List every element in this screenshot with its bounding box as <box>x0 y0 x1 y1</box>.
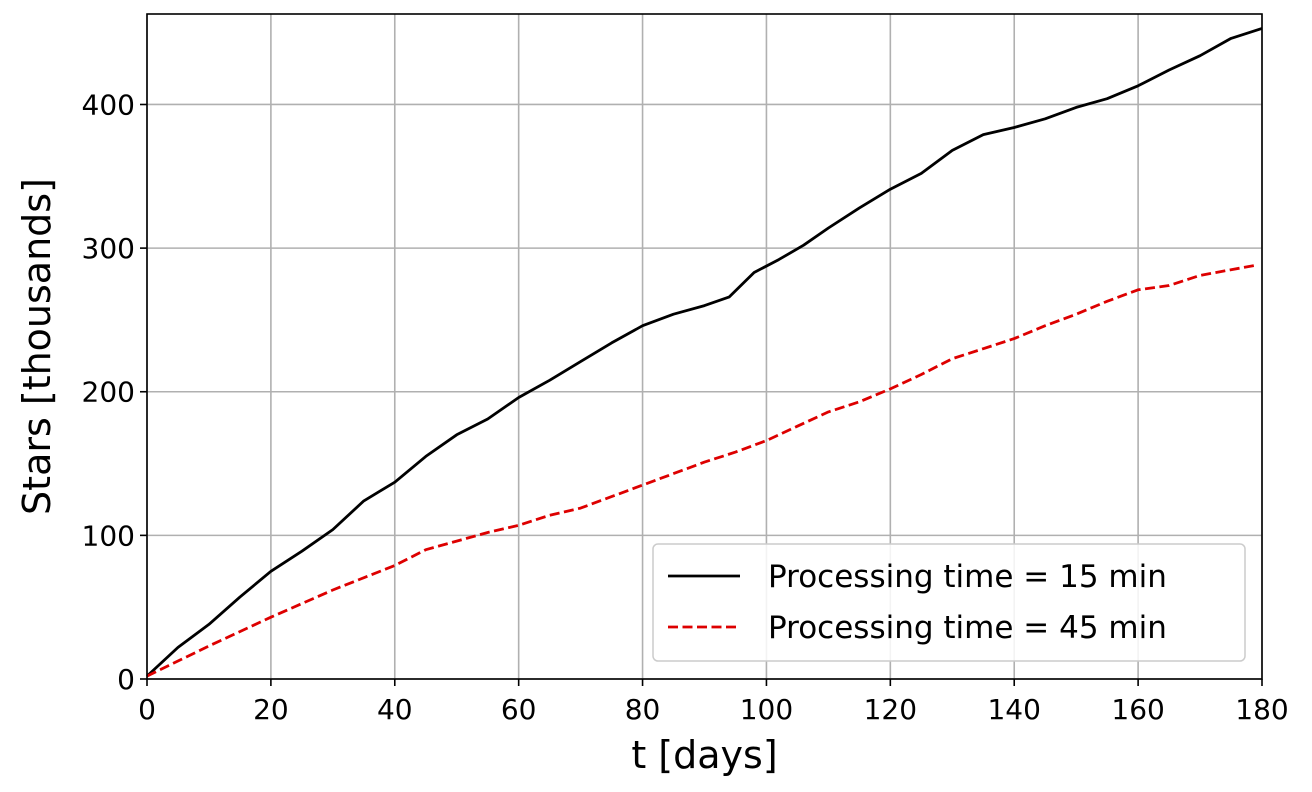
series-line-15-min <box>146 27 1263 678</box>
plot-frame <box>146 13 1263 680</box>
ticks: 0 20 40 60 80 100 120 140 160 180 0 100 200 300 400 <box>82 88 1289 726</box>
x-tick-label: 60 <box>501 693 537 726</box>
y-tick-label: 300 <box>82 232 135 265</box>
x-tick-label: 140 <box>987 693 1040 726</box>
legend-label-15-min: Processing time = 15 min <box>768 559 1167 595</box>
x-tick-label: 80 <box>625 693 661 726</box>
x-tick-label: 40 <box>377 693 413 726</box>
x-tick-label: 180 <box>1235 693 1288 726</box>
x-tick-label: 0 <box>138 693 156 726</box>
x-tick-label: 120 <box>864 693 917 726</box>
x-axis-title: t [days] <box>631 733 777 777</box>
legend-label-45-min: Processing time = 45 min <box>768 610 1167 646</box>
y-tick-label: 400 <box>82 88 135 121</box>
x-tick-label: 160 <box>1111 693 1164 726</box>
x-tick-label: 100 <box>740 693 793 726</box>
legend-box <box>652 543 1246 662</box>
y-tick-label: 200 <box>82 376 135 409</box>
y-tick-label: 100 <box>82 519 135 552</box>
series-layer <box>146 27 1263 678</box>
legend: Processing time = 15 min Processing time… <box>652 543 1246 662</box>
series-line-45-min <box>146 263 1257 678</box>
y-tick-label: 0 <box>117 663 135 696</box>
x-tick-label: 20 <box>253 693 289 726</box>
y-axis-title: Stars [thousands] <box>15 178 59 515</box>
